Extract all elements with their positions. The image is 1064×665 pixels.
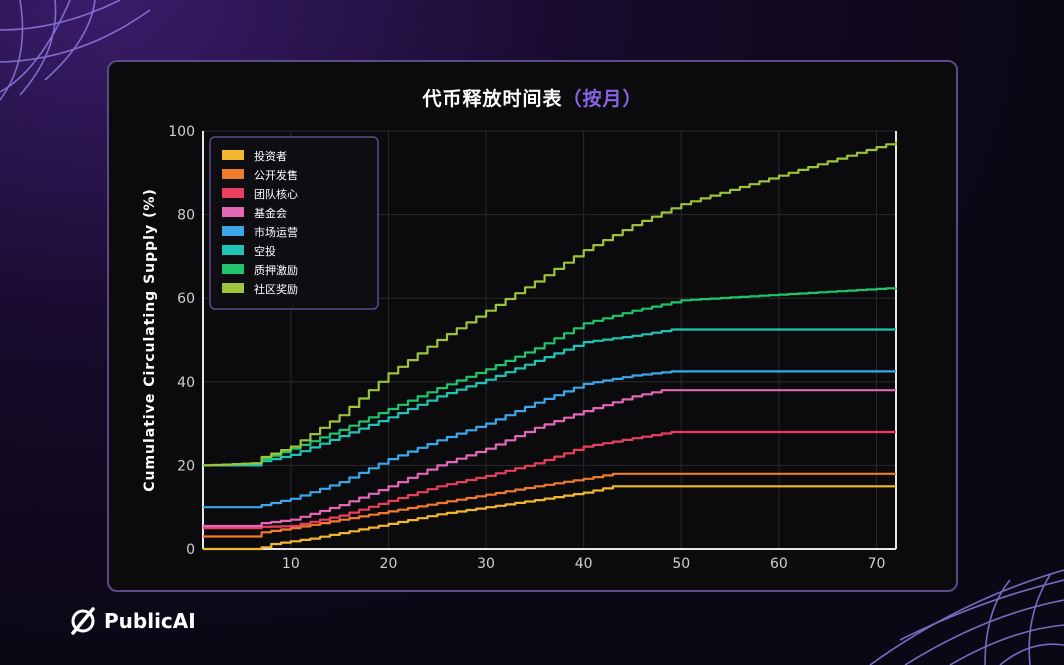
y-tick-label: 100 <box>168 124 195 140</box>
publicai-logo-icon <box>71 607 95 635</box>
legend-swatch <box>222 245 244 255</box>
x-tick-label: 20 <box>380 556 398 572</box>
legend-swatch <box>222 169 244 179</box>
x-tick-label: 40 <box>575 556 593 572</box>
legend-label: 公开发售 <box>254 168 298 182</box>
series-line <box>203 141 898 467</box>
x-tick-label: 60 <box>770 556 788 572</box>
y-axis-label: Cumulative Circulating Supply (%) <box>142 188 158 492</box>
series-line <box>203 485 896 551</box>
y-tick-label: 60 <box>177 291 195 307</box>
brand-name: PublicAI <box>104 609 196 633</box>
legend-box <box>209 136 379 310</box>
legend-swatch <box>222 226 244 236</box>
legend-label: 投资者 <box>254 149 287 163</box>
legend-swatch <box>222 283 244 293</box>
series-line <box>203 328 896 467</box>
x-tick-label: 30 <box>477 556 495 572</box>
legend-swatch <box>222 188 244 198</box>
legend-swatch <box>222 264 244 274</box>
legend-label: 社区奖励 <box>254 282 298 296</box>
release-schedule-chart: 0 20 40 60 80 100 10 20 30 40 50 60 70 Cumulative Cir… <box>142 124 898 572</box>
chart-title-accent: （按月） <box>562 88 643 110</box>
legend-swatch <box>222 207 244 217</box>
chart-title-main: 代币释放时间表 <box>422 88 563 110</box>
legend-label: 团队核心 <box>254 187 298 201</box>
series-line <box>203 472 896 538</box>
y-tick-label: 80 <box>177 208 195 224</box>
series-line <box>203 370 896 509</box>
legend-label: 基金会 <box>254 206 287 220</box>
series-line <box>203 389 896 528</box>
series-line <box>203 287 898 467</box>
x-tick-label: 70 <box>868 556 886 572</box>
legend-label: 质押激励 <box>254 263 298 277</box>
x-tick-label: 10 <box>282 556 300 572</box>
legend-swatch <box>222 150 244 160</box>
series-line <box>203 430 896 530</box>
chart-title: 代币释放时间表（按月） <box>109 84 956 111</box>
x-tick-label: 50 <box>672 556 690 572</box>
y-tick-label: 20 <box>177 458 195 474</box>
legend-label: 市场运营 <box>254 225 298 239</box>
chart-panel: 代币释放时间表（按月） 0 20 40 60 80 100 10 20 30 40 50 60 70 Cu… <box>107 60 958 592</box>
brand-logo: PublicAI <box>68 604 196 638</box>
y-tick-label: 0 <box>186 542 195 558</box>
legend-label: 空投 <box>254 244 276 258</box>
y-tick-label: 40 <box>177 375 195 391</box>
